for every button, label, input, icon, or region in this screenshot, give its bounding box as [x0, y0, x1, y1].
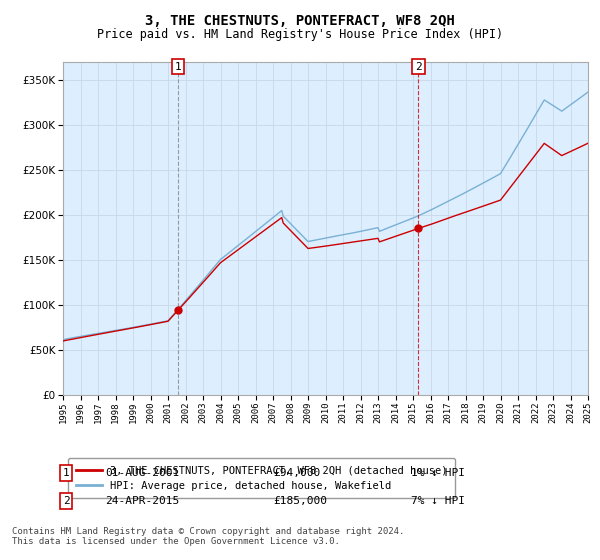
Legend: 3, THE CHESTNUTS, PONTEFRACT, WF8 2QH (detached house), HPI: Average price, deta: 3, THE CHESTNUTS, PONTEFRACT, WF8 2QH (d…: [68, 458, 455, 498]
Text: 1% ↓ HPI: 1% ↓ HPI: [411, 468, 465, 478]
Text: 24-APR-2015: 24-APR-2015: [105, 496, 179, 506]
Text: 2: 2: [415, 62, 422, 72]
Text: Contains HM Land Registry data © Crown copyright and database right 2024.
This d: Contains HM Land Registry data © Crown c…: [12, 526, 404, 546]
Text: 01-AUG-2001: 01-AUG-2001: [105, 468, 179, 478]
Text: Price paid vs. HM Land Registry's House Price Index (HPI): Price paid vs. HM Land Registry's House …: [97, 28, 503, 41]
Text: 7% ↓ HPI: 7% ↓ HPI: [411, 496, 465, 506]
Text: 3, THE CHESTNUTS, PONTEFRACT, WF8 2QH: 3, THE CHESTNUTS, PONTEFRACT, WF8 2QH: [145, 14, 455, 28]
Text: 1: 1: [62, 468, 70, 478]
Text: 2: 2: [62, 496, 70, 506]
Text: 1: 1: [175, 62, 182, 72]
Text: £94,000: £94,000: [273, 468, 320, 478]
Text: £185,000: £185,000: [273, 496, 327, 506]
